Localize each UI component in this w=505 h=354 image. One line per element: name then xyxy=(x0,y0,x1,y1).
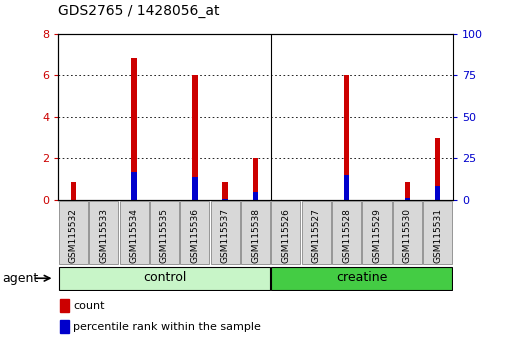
Text: GSM115537: GSM115537 xyxy=(220,208,229,263)
Text: GSM115531: GSM115531 xyxy=(432,208,441,263)
FancyBboxPatch shape xyxy=(180,201,209,264)
FancyBboxPatch shape xyxy=(331,201,361,264)
Text: count: count xyxy=(73,301,105,311)
Text: GSM115527: GSM115527 xyxy=(311,208,320,263)
Text: GSM115528: GSM115528 xyxy=(341,208,350,263)
FancyBboxPatch shape xyxy=(422,201,451,264)
Bar xyxy=(192,177,197,200)
Bar xyxy=(252,159,258,200)
FancyBboxPatch shape xyxy=(362,201,391,264)
Bar xyxy=(404,198,409,200)
Text: GDS2765 / 1428056_at: GDS2765 / 1428056_at xyxy=(58,4,219,18)
FancyBboxPatch shape xyxy=(59,267,270,290)
Text: GSM115526: GSM115526 xyxy=(281,208,290,263)
Text: GSM115529: GSM115529 xyxy=(372,208,381,263)
Text: GSM115533: GSM115533 xyxy=(99,208,108,263)
FancyBboxPatch shape xyxy=(271,201,300,264)
FancyBboxPatch shape xyxy=(392,201,421,264)
Bar xyxy=(131,172,136,200)
Bar xyxy=(71,182,76,200)
Text: GSM115536: GSM115536 xyxy=(190,208,199,263)
Bar xyxy=(60,299,69,312)
FancyBboxPatch shape xyxy=(149,201,179,264)
FancyBboxPatch shape xyxy=(89,201,118,264)
Bar xyxy=(343,75,348,200)
Bar xyxy=(222,199,227,200)
Text: creatine: creatine xyxy=(335,271,387,284)
Text: GSM115534: GSM115534 xyxy=(129,208,138,263)
Bar xyxy=(434,187,439,200)
Bar xyxy=(434,138,439,200)
FancyBboxPatch shape xyxy=(119,201,148,264)
FancyBboxPatch shape xyxy=(210,201,239,264)
Text: agent: agent xyxy=(3,272,39,285)
FancyBboxPatch shape xyxy=(271,267,451,290)
Text: GSM115538: GSM115538 xyxy=(250,208,260,263)
Bar xyxy=(131,58,136,200)
Text: control: control xyxy=(142,271,186,284)
Bar xyxy=(222,182,227,200)
Text: GSM115530: GSM115530 xyxy=(402,208,411,263)
Text: GSM115532: GSM115532 xyxy=(69,208,78,263)
Text: percentile rank within the sample: percentile rank within the sample xyxy=(73,322,261,332)
Bar xyxy=(192,75,197,200)
FancyBboxPatch shape xyxy=(59,201,88,264)
Text: GSM115535: GSM115535 xyxy=(160,208,169,263)
Bar xyxy=(252,192,258,200)
Bar xyxy=(60,320,69,333)
FancyBboxPatch shape xyxy=(301,201,330,264)
Bar xyxy=(404,182,409,200)
FancyBboxPatch shape xyxy=(240,201,270,264)
Bar xyxy=(343,175,348,200)
